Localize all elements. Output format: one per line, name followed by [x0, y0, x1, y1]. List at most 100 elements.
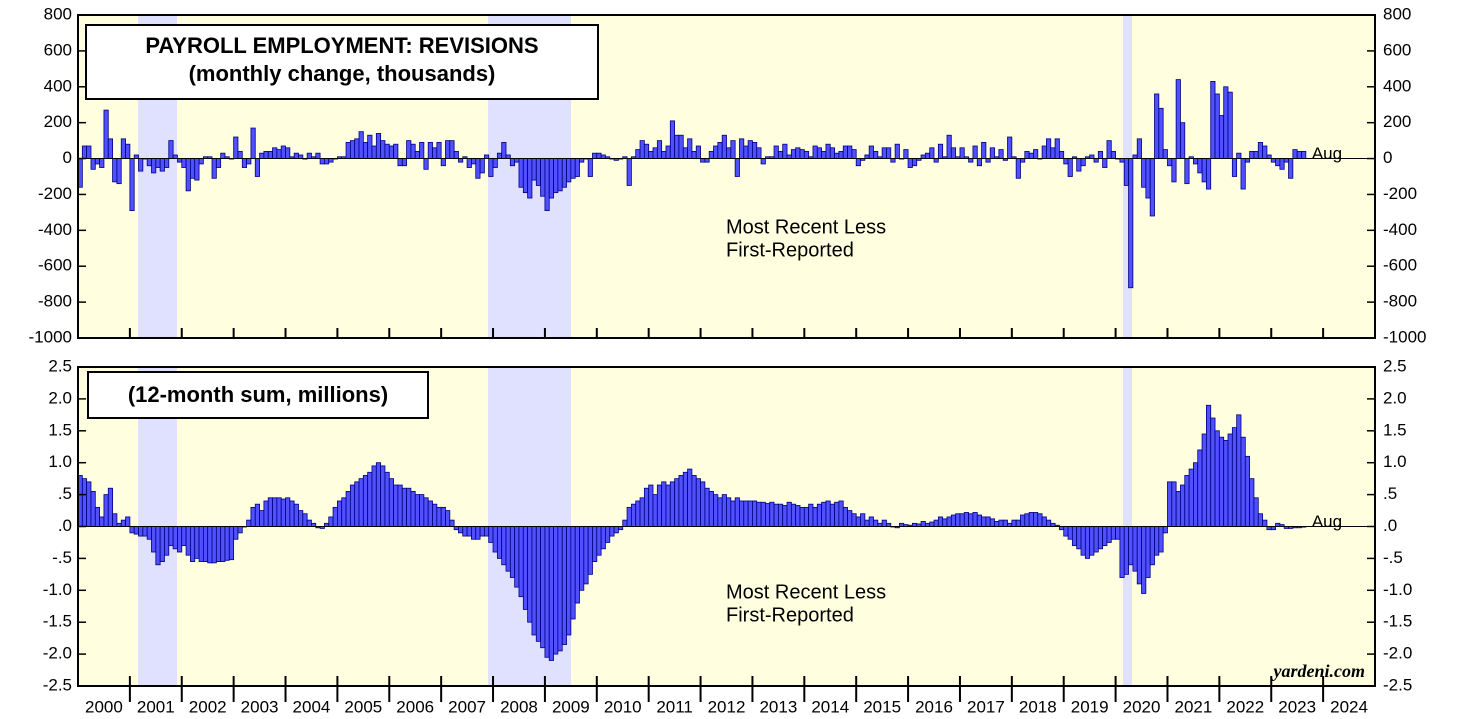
y-tick-label: 200 — [44, 112, 72, 131]
bar — [708, 491, 714, 527]
bar — [440, 158, 446, 167]
bar — [548, 526, 554, 661]
bar — [228, 526, 235, 561]
bar — [700, 481, 706, 527]
bar — [276, 497, 282, 527]
bar — [669, 481, 676, 527]
bar — [674, 134, 680, 159]
bar — [713, 494, 719, 527]
bar — [393, 143, 399, 159]
bar — [968, 158, 974, 163]
bar — [937, 143, 944, 159]
y-tick-label-right: -200 — [1383, 184, 1417, 203]
bar — [354, 138, 360, 159]
bar — [146, 526, 152, 540]
bar — [133, 154, 139, 159]
bar — [488, 526, 494, 543]
bar — [946, 134, 952, 159]
bar — [626, 506, 632, 527]
panel-frame — [77, 14, 1376, 339]
bar — [1089, 154, 1095, 159]
bar — [1288, 158, 1294, 179]
bar — [739, 138, 745, 159]
bar — [540, 526, 546, 649]
bar — [220, 152, 226, 159]
bar — [903, 149, 909, 159]
bar — [215, 158, 222, 168]
bar — [90, 158, 96, 170]
bar — [790, 503, 797, 527]
bar — [950, 514, 957, 527]
bar — [198, 158, 204, 165]
bar — [600, 154, 606, 159]
bar — [730, 500, 736, 527]
bar — [881, 519, 887, 527]
bar — [553, 158, 559, 194]
bar — [505, 526, 511, 572]
bar — [354, 481, 360, 527]
bar — [959, 147, 965, 159]
bar — [855, 158, 861, 167]
bar — [306, 519, 312, 527]
bar — [522, 526, 529, 610]
bar — [254, 503, 260, 527]
bar — [600, 526, 606, 550]
bar — [289, 500, 295, 527]
bar — [834, 152, 840, 159]
bar — [185, 158, 191, 192]
bar — [280, 498, 286, 527]
title-box — [85, 24, 599, 100]
bar — [349, 484, 356, 527]
bar — [181, 158, 187, 168]
bar — [345, 491, 351, 527]
bar — [190, 526, 196, 562]
bar — [159, 526, 165, 562]
bar — [639, 140, 645, 159]
bar — [1149, 158, 1155, 217]
bar — [90, 491, 96, 527]
bar — [756, 501, 762, 527]
bar — [94, 506, 101, 527]
x-tick-label: 2019 — [1071, 697, 1109, 716]
bar — [1236, 414, 1242, 527]
x-tick-label: 2004 — [293, 697, 331, 716]
bar — [458, 526, 464, 534]
x-tick-label: 2014 — [811, 697, 849, 716]
bar — [929, 147, 935, 159]
bar — [790, 149, 797, 159]
bar — [375, 133, 382, 159]
bar — [367, 471, 373, 527]
bar — [250, 506, 256, 527]
bar — [665, 484, 671, 527]
bar — [380, 140, 386, 159]
bar — [665, 145, 671, 159]
bar — [237, 526, 243, 534]
bar — [1132, 154, 1138, 159]
bar — [747, 500, 753, 527]
bar — [263, 150, 269, 159]
y-tick-label-right: 200 — [1383, 112, 1411, 131]
bar — [514, 158, 520, 163]
y-tick-label: -1.5 — [43, 612, 72, 631]
bar — [194, 158, 200, 181]
bar — [1270, 158, 1276, 163]
bar — [1076, 526, 1082, 550]
x-tick-label: 2003 — [241, 697, 279, 716]
y-tick-label-right: -800 — [1383, 292, 1417, 311]
bar — [445, 510, 451, 527]
bar — [328, 516, 334, 527]
bar — [1244, 158, 1251, 163]
bar — [272, 147, 278, 159]
bar — [267, 150, 273, 159]
bar — [531, 158, 537, 181]
y-tick-label: -.5 — [52, 548, 72, 567]
bar — [842, 145, 848, 159]
bar — [1080, 526, 1086, 556]
bar — [950, 147, 957, 159]
bar — [496, 526, 503, 559]
bar — [479, 158, 485, 174]
x-tick-label: 2015 — [863, 697, 901, 716]
bar — [151, 158, 157, 174]
bar — [1106, 526, 1112, 543]
